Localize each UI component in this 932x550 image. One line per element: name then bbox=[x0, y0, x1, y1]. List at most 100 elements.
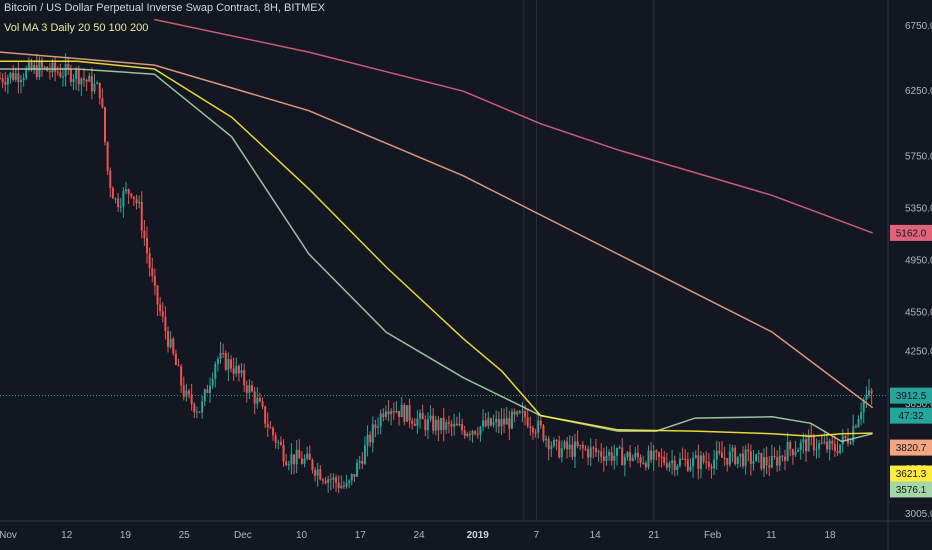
candle-body bbox=[442, 417, 445, 430]
candle-body bbox=[382, 413, 385, 418]
study-label[interactable]: Vol MA 3 Daily 20 50 100 200 bbox=[4, 22, 149, 34]
candle-body bbox=[610, 452, 613, 461]
candle-body bbox=[608, 452, 611, 456]
x-tick-label: 11 bbox=[766, 530, 777, 541]
candle-body bbox=[109, 170, 112, 189]
candle-body bbox=[731, 447, 734, 452]
candle-body bbox=[27, 62, 30, 69]
candle-body bbox=[484, 420, 487, 427]
candle-body bbox=[744, 449, 747, 467]
ma-line-ma-50 bbox=[0, 60, 873, 438]
y-tick-label: 4550.0 bbox=[905, 308, 932, 319]
candle-body bbox=[12, 72, 15, 80]
candle-body bbox=[573, 441, 576, 457]
x-tick-label: 14 bbox=[590, 530, 602, 541]
time-axis[interactable]: Nov 12 19 25 Dec 10 17 24 2019 7 14 21 Feb 11 18 bbox=[0, 530, 836, 541]
candle-body bbox=[240, 370, 243, 374]
candle-body bbox=[681, 458, 684, 460]
candle-body bbox=[768, 465, 771, 468]
x-tick-label: 25 bbox=[179, 530, 191, 541]
candle-body bbox=[80, 78, 83, 85]
candle-body bbox=[41, 62, 44, 68]
candle-body bbox=[295, 449, 298, 465]
candle-body bbox=[500, 418, 503, 427]
candle-body bbox=[673, 460, 676, 470]
candle-body bbox=[56, 71, 59, 73]
candle-body bbox=[350, 474, 353, 481]
candle-body bbox=[54, 62, 57, 72]
y-tick-label: 3850.0 bbox=[905, 399, 932, 410]
candle-body bbox=[660, 456, 663, 458]
candle-body bbox=[558, 440, 561, 458]
candle-body bbox=[550, 446, 553, 450]
candle-body bbox=[245, 385, 248, 393]
candle-body bbox=[602, 456, 605, 461]
candle-body bbox=[584, 448, 587, 450]
candle-body bbox=[692, 457, 695, 467]
candle-body bbox=[392, 410, 395, 413]
candle-body bbox=[715, 450, 718, 460]
candle-body bbox=[398, 410, 401, 418]
candle-body bbox=[615, 447, 618, 456]
candle-body bbox=[17, 73, 20, 83]
candle-body bbox=[308, 453, 311, 460]
candle-body bbox=[20, 80, 23, 83]
candle-body bbox=[734, 447, 737, 465]
candle-body bbox=[786, 441, 789, 461]
candle-body bbox=[665, 463, 668, 468]
candle-body bbox=[539, 420, 542, 426]
candle-body bbox=[579, 444, 582, 447]
candle-body bbox=[98, 82, 101, 99]
candle-body bbox=[668, 463, 671, 468]
candle-body bbox=[492, 422, 495, 426]
candle-body bbox=[329, 479, 332, 481]
candle-body bbox=[101, 98, 104, 108]
candle-body bbox=[718, 450, 721, 453]
candle-body bbox=[552, 440, 555, 447]
y-tick-label: 3005.0 bbox=[905, 509, 932, 520]
candle-body bbox=[125, 189, 128, 192]
candle-body bbox=[132, 196, 135, 200]
candle-body bbox=[285, 461, 288, 466]
candle-body bbox=[802, 439, 805, 443]
candle-body bbox=[678, 458, 681, 466]
candle-body bbox=[453, 423, 456, 427]
candle-body bbox=[458, 423, 461, 426]
x-tick-label: 12 bbox=[61, 530, 73, 541]
candle-body bbox=[314, 470, 317, 476]
candle-body bbox=[358, 461, 361, 463]
candle-body bbox=[363, 445, 366, 464]
ma-line-ma-20 bbox=[0, 68, 873, 443]
candle-body bbox=[849, 441, 852, 444]
candle-body bbox=[736, 456, 739, 465]
candle-body bbox=[248, 385, 251, 393]
candle-body bbox=[227, 359, 230, 370]
candle-body bbox=[75, 69, 78, 79]
candle-body bbox=[222, 352, 225, 354]
price-badge-label: 3912.5 bbox=[896, 391, 927, 402]
candle-body bbox=[327, 479, 330, 484]
candle-body bbox=[794, 451, 797, 456]
moving-averages bbox=[0, 18, 874, 443]
candle-body bbox=[847, 438, 850, 444]
candle-body bbox=[14, 73, 17, 80]
candle-body bbox=[235, 365, 238, 374]
candle-body bbox=[529, 426, 532, 428]
candle-body bbox=[868, 390, 871, 396]
candle-body bbox=[342, 485, 345, 487]
candle-body bbox=[287, 464, 290, 466]
candle-body bbox=[230, 359, 233, 369]
candle-body bbox=[623, 457, 626, 466]
candle-body bbox=[770, 455, 773, 468]
candle-body bbox=[862, 399, 865, 413]
candle-body bbox=[300, 458, 303, 464]
x-tick-label: 2019 bbox=[467, 530, 490, 541]
candle-body bbox=[4, 82, 7, 85]
candle-body bbox=[303, 458, 306, 464]
candle-body bbox=[122, 191, 125, 207]
candle-body bbox=[93, 83, 96, 92]
candle-body bbox=[432, 415, 435, 431]
candle-body bbox=[387, 411, 390, 415]
candle-body bbox=[384, 411, 387, 418]
